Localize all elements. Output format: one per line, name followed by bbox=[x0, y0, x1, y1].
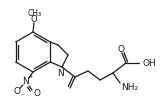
Text: +: + bbox=[28, 74, 33, 79]
Text: NH₂: NH₂ bbox=[122, 83, 139, 91]
Text: N: N bbox=[58, 68, 64, 78]
Text: O: O bbox=[13, 87, 20, 95]
Text: O: O bbox=[31, 14, 37, 24]
Text: ⁻: ⁻ bbox=[21, 94, 24, 99]
Text: O: O bbox=[34, 90, 41, 98]
Text: CH₃: CH₃ bbox=[28, 9, 42, 17]
Text: N: N bbox=[23, 78, 29, 87]
Text: O: O bbox=[118, 44, 124, 53]
Text: OH: OH bbox=[142, 60, 156, 68]
